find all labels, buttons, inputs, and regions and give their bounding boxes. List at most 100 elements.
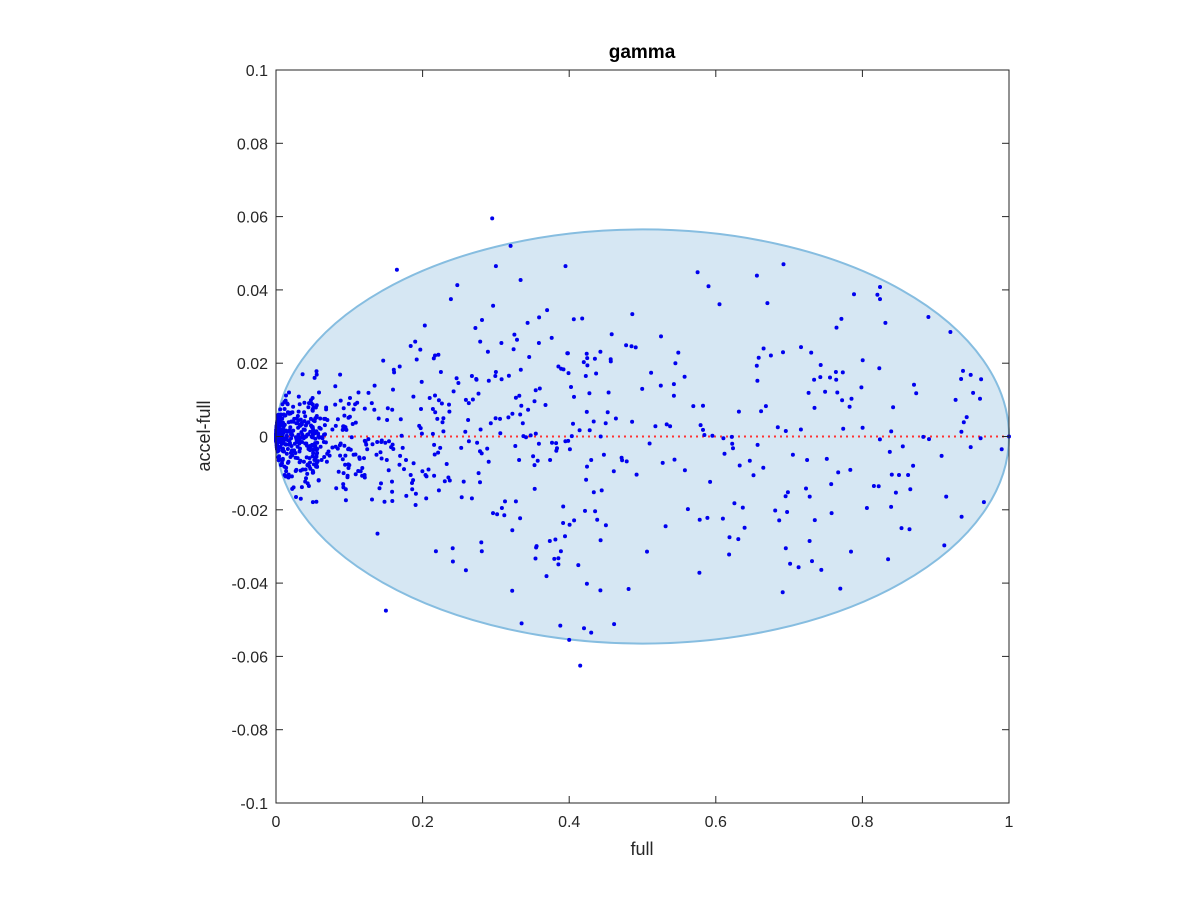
data-point — [324, 459, 329, 464]
data-point — [293, 455, 298, 460]
data-point — [404, 458, 408, 462]
data-point — [389, 445, 394, 450]
data-point — [365, 447, 370, 452]
data-point — [442, 479, 447, 484]
data-point — [297, 460, 302, 465]
data-point — [886, 557, 891, 562]
data-point — [914, 391, 919, 396]
data-point — [598, 434, 603, 439]
data-point — [304, 476, 308, 481]
data-point — [556, 556, 561, 561]
data-point — [543, 403, 548, 407]
data-point — [350, 422, 355, 426]
data-point — [911, 463, 916, 468]
data-point — [390, 407, 395, 412]
data-point — [775, 425, 780, 430]
data-point — [566, 371, 571, 376]
data-point — [338, 453, 343, 458]
data-point — [433, 410, 438, 415]
data-point — [343, 487, 348, 492]
data-point — [370, 497, 374, 502]
data-point — [313, 447, 318, 452]
data-point — [518, 278, 523, 282]
data-point — [413, 491, 418, 496]
data-point — [303, 479, 308, 484]
data-point — [288, 425, 293, 430]
data-point — [438, 370, 443, 374]
data-point — [353, 472, 358, 477]
data-point — [341, 406, 346, 411]
data-point — [314, 452, 319, 457]
data-point — [536, 341, 541, 345]
data-point — [840, 398, 845, 403]
data-point — [798, 427, 803, 432]
data-point — [419, 379, 424, 384]
data-point — [593, 509, 598, 514]
data-point — [630, 419, 635, 424]
data-point — [302, 427, 307, 432]
data-point — [673, 361, 678, 366]
data-point — [878, 297, 882, 302]
data-point — [550, 440, 554, 445]
data-point — [340, 427, 345, 432]
data-point — [567, 637, 572, 642]
data-point — [450, 559, 455, 564]
y-tick-label: 0 — [259, 430, 268, 447]
data-point — [605, 410, 610, 415]
data-point — [351, 407, 356, 412]
data-point — [336, 469, 341, 474]
data-point — [847, 404, 852, 409]
data-point — [532, 399, 537, 404]
data-point — [397, 364, 402, 369]
data-point — [547, 539, 552, 543]
data-point — [572, 394, 576, 399]
data-point — [285, 447, 290, 451]
data-point — [783, 494, 788, 499]
x-tick-label: 0.2 — [411, 814, 433, 831]
data-point — [807, 494, 812, 499]
data-point — [391, 387, 395, 392]
data-point — [554, 441, 559, 446]
data-point — [585, 363, 590, 368]
data-point — [322, 416, 327, 421]
data-point — [308, 460, 312, 465]
data-point — [498, 416, 502, 421]
data-point — [577, 428, 582, 433]
data-point — [314, 369, 319, 374]
data-point — [561, 367, 566, 372]
data-point — [345, 475, 350, 480]
data-point — [310, 454, 315, 459]
data-point — [310, 408, 315, 413]
data-point — [485, 446, 490, 451]
data-point — [376, 416, 381, 421]
data-point — [308, 466, 313, 471]
data-point — [804, 486, 808, 491]
data-point — [513, 444, 518, 448]
data-point — [369, 401, 374, 406]
data-point — [647, 441, 652, 446]
data-point — [427, 396, 432, 400]
data-point — [598, 538, 603, 543]
data-point — [549, 335, 554, 340]
data-point — [572, 518, 577, 523]
data-point — [658, 383, 663, 388]
data-point — [398, 417, 403, 422]
data-point — [730, 441, 735, 446]
data-point — [430, 431, 435, 436]
data-point — [812, 518, 817, 523]
data-point — [397, 462, 402, 467]
data-point — [838, 586, 843, 591]
x-tick-label: 0 — [272, 814, 281, 831]
data-point — [317, 390, 321, 395]
data-point — [589, 630, 594, 635]
data-point — [297, 449, 302, 454]
data-point — [754, 273, 759, 278]
data-point — [518, 367, 523, 372]
data-point — [961, 368, 965, 373]
data-point — [362, 456, 366, 461]
data-point — [438, 445, 443, 450]
data-point — [796, 565, 801, 570]
data-point — [897, 473, 901, 477]
data-point — [591, 490, 596, 495]
data-point — [399, 433, 404, 438]
